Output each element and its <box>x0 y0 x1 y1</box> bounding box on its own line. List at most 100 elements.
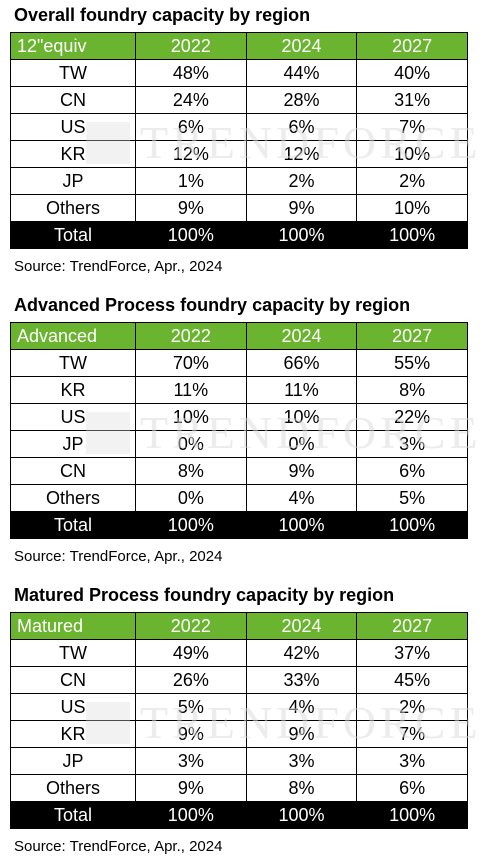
share-value-cell: 9% <box>135 194 247 222</box>
share-value-cell: 37% <box>356 639 468 667</box>
header-year-cell: 2027 <box>356 612 468 640</box>
total-value-cell: 100% <box>356 511 468 539</box>
region-label-cell: Others <box>10 774 136 802</box>
advanced-table-title: Advanced Process foundry capacity by reg… <box>14 295 411 315</box>
table-row: CN 26% 33% 45% <box>10 666 468 694</box>
total-label-cell: Total <box>10 221 136 249</box>
region-label-cell: JP <box>10 430 136 458</box>
total-label-cell: Total <box>10 511 136 539</box>
region-label-cell: US <box>10 403 136 431</box>
total-value-cell: 100% <box>135 221 247 249</box>
region-label-cell: KR <box>10 140 136 168</box>
share-value-cell: 9% <box>135 720 247 748</box>
share-value-cell: 44% <box>245 59 358 87</box>
table-row: TW 49% 42% 37% <box>10 639 468 667</box>
share-value-cell: 9% <box>245 194 358 222</box>
table-row: Others 9% 8% 6% <box>10 774 468 802</box>
region-label-cell: TW <box>10 639 136 667</box>
total-value-cell: 100% <box>245 511 358 539</box>
share-value-cell: 11% <box>135 376 247 404</box>
advanced-table-section: Advanced Process foundry capacity by reg… <box>0 294 480 566</box>
header-category-cell: Matured <box>10 612 136 640</box>
share-value-cell: 6% <box>245 113 358 141</box>
share-value-cell: 70% <box>135 349 247 377</box>
region-label-cell: CN <box>10 86 136 114</box>
share-value-cell: 6% <box>135 113 247 141</box>
share-value-cell: 45% <box>356 666 468 694</box>
matured-table-title: Matured Process foundry capacity by regi… <box>14 585 395 605</box>
share-value-cell: 33% <box>245 666 358 694</box>
header-year-cell: 2022 <box>135 322 247 350</box>
table-row: TW 70% 66% 55% <box>10 349 468 377</box>
total-row: Total 100% 100% 100% <box>10 801 468 829</box>
table-row: KR 9% 9% 7% <box>10 720 468 748</box>
table-header-row: Matured 2022 2024 2027 <box>10 612 468 640</box>
share-value-cell: 48% <box>135 59 247 87</box>
share-value-cell: 28% <box>245 86 358 114</box>
share-value-cell: 10% <box>245 403 358 431</box>
table-row: JP 1% 2% 2% <box>10 167 468 195</box>
overall-source-note: Source: TrendForce, Apr., 2024 <box>14 258 223 275</box>
header-year-cell: 2027 <box>356 32 468 60</box>
overall-capacity-table: 12"equiv 2022 2024 2027 TW 48% 44% 40% CN 24% 28% 3… <box>10 32 468 249</box>
share-value-cell: 8% <box>135 457 247 485</box>
region-label-cell: US <box>10 693 136 721</box>
share-value-cell: 22% <box>356 403 468 431</box>
share-value-cell: 8% <box>356 376 468 404</box>
share-value-cell: 40% <box>356 59 468 87</box>
total-value-cell: 100% <box>135 511 247 539</box>
share-value-cell: 5% <box>356 484 468 512</box>
matured-source-note: Source: TrendForce, Apr., 2024 <box>14 838 223 855</box>
share-value-cell: 26% <box>135 666 247 694</box>
total-row: Total 100% 100% 100% <box>10 221 468 249</box>
share-value-cell: 9% <box>135 774 247 802</box>
share-value-cell: 0% <box>135 430 247 458</box>
total-value-cell: 100% <box>245 221 358 249</box>
header-year-cell: 2027 <box>356 322 468 350</box>
total-value-cell: 100% <box>135 801 247 829</box>
share-value-cell: 2% <box>356 693 468 721</box>
total-label-cell: Total <box>10 801 136 829</box>
share-value-cell: 3% <box>356 430 468 458</box>
share-value-cell: 4% <box>245 693 358 721</box>
region-label-cell: TW <box>10 349 136 377</box>
share-value-cell: 5% <box>135 693 247 721</box>
share-value-cell: 6% <box>356 774 468 802</box>
share-value-cell: 10% <box>356 194 468 222</box>
share-value-cell: 3% <box>356 747 468 775</box>
share-value-cell: 0% <box>245 430 358 458</box>
share-value-cell: 2% <box>356 167 468 195</box>
overall-table-title: Overall foundry capacity by region <box>14 5 311 25</box>
table-row: TW 48% 44% 40% <box>10 59 468 87</box>
table-row: US 10% 10% 22% <box>10 403 468 431</box>
region-label-cell: Others <box>10 484 136 512</box>
total-value-cell: 100% <box>356 801 468 829</box>
table-row: Others 9% 9% 10% <box>10 194 468 222</box>
overall-table-section: Overall foundry capacity by region 12"equ… <box>0 4 480 276</box>
region-label-cell: JP <box>10 747 136 775</box>
region-label-cell: KR <box>10 376 136 404</box>
share-value-cell: 9% <box>245 457 358 485</box>
table-row: US 6% 6% 7% <box>10 113 468 141</box>
header-year-cell: 2022 <box>135 612 247 640</box>
matured-capacity-table: Matured 2022 2024 2027 TW 49% 42% 37% CN 26% 33% 45… <box>10 612 468 829</box>
share-value-cell: 3% <box>245 747 358 775</box>
table-header-row: Advanced 2022 2024 2027 <box>10 322 468 350</box>
total-row: Total 100% 100% 100% <box>10 511 468 539</box>
share-value-cell: 12% <box>135 140 247 168</box>
region-label-cell: TW <box>10 59 136 87</box>
share-value-cell: 12% <box>245 140 358 168</box>
table-row: KR 11% 11% 8% <box>10 376 468 404</box>
region-label-cell: KR <box>10 720 136 748</box>
share-value-cell: 8% <box>245 774 358 802</box>
share-value-cell: 0% <box>135 484 247 512</box>
share-value-cell: 10% <box>135 403 247 431</box>
header-category-cell: 12"equiv <box>10 32 136 60</box>
header-year-cell: 2024 <box>245 322 358 350</box>
header-year-cell: 2022 <box>135 32 247 60</box>
share-value-cell: 66% <box>245 349 358 377</box>
table-row: US 5% 4% 2% <box>10 693 468 721</box>
share-value-cell: 3% <box>135 747 247 775</box>
advanced-capacity-table: Advanced 2022 2024 2027 TW 70% 66% 55% KR 11% 11% 8… <box>10 322 468 539</box>
advanced-source-note: Source: TrendForce, Apr., 2024 <box>14 548 223 565</box>
